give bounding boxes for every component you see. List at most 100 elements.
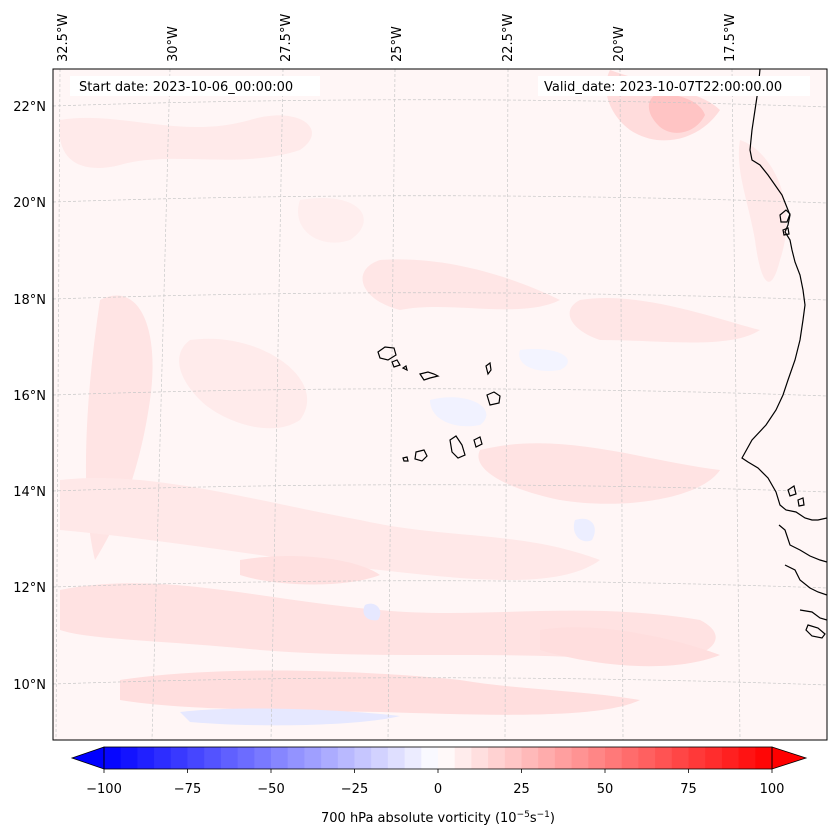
- vorticity-band-negative: [363, 603, 381, 621]
- colorbar-segment: [254, 747, 272, 769]
- colorbar-tick-label: 75: [680, 782, 697, 797]
- vorticity-band-positive: [298, 198, 364, 243]
- vorticity-band-negative: [519, 349, 568, 371]
- africa-coastline: [741, 69, 827, 521]
- colorbar-segment: [671, 747, 690, 769]
- lat-label: 20°N: [13, 196, 46, 211]
- colorbar-tick-label: 0: [434, 782, 442, 797]
- vorticity-band-positive: [738, 140, 787, 282]
- colorbar-segment: [621, 747, 639, 769]
- colorbar-segments: [104, 747, 773, 769]
- colorbar-segment: [488, 747, 506, 769]
- vorticity-band-positive: [362, 259, 560, 310]
- vorticity-band-positive: [60, 478, 600, 580]
- lon-label: 17.5°W: [723, 14, 738, 62]
- colorbar-tick-label: 25: [513, 782, 530, 797]
- vorticity-band-positive: [59, 115, 312, 168]
- colorbar-segment: [738, 747, 756, 769]
- vorticity-field: [59, 70, 787, 726]
- colorbar: −100 −75 −50 −25 0 25 50 75 100 700 hPa …: [70, 746, 808, 826]
- colorbar-segment: [354, 747, 372, 769]
- colorbar-segment: [471, 747, 489, 769]
- vorticity-band-positive: [120, 670, 640, 715]
- vorticity-band-positive: [240, 555, 380, 585]
- cape-verde-sal: [485, 361, 492, 376]
- colorbar-segment: [137, 747, 155, 769]
- lat-label: 14°N: [13, 485, 46, 500]
- cape-verde-sao-vicente: [391, 359, 401, 368]
- vorticity-band-positive: [179, 338, 308, 429]
- graticule: [53, 69, 827, 740]
- cape-verde-boa-vista: [486, 391, 501, 406]
- colorbar-segment: [204, 747, 222, 769]
- colorbar-segment: [154, 747, 172, 769]
- colorbar-ticks: [103, 769, 773, 773]
- cape-verde-santa-luzia: [401, 365, 408, 372]
- valid-date-box: [538, 76, 810, 96]
- vorticity-band-positive: [478, 443, 720, 504]
- colorbar-tick-label: −75: [174, 782, 201, 797]
- lat-label: 10°N: [13, 678, 46, 693]
- colorbar-segment: [688, 747, 706, 769]
- colorbar-title: 700 hPa absolute vorticity (10−5s−1): [321, 810, 555, 826]
- colorbar-segment: [271, 747, 289, 769]
- colorbar-segment: [605, 747, 623, 769]
- colorbar-segment: [655, 747, 673, 769]
- colorbar-segment: [504, 747, 523, 769]
- colorbar-segment: [521, 747, 539, 769]
- colorbar-segment: [705, 747, 723, 769]
- lon-label: 32.5°W: [56, 14, 71, 62]
- cape-verde-santiago: [449, 435, 466, 459]
- colorbar-tick-label: −25: [341, 782, 368, 797]
- vorticity-max-positive: [648, 94, 705, 133]
- colorbar-segment: [337, 747, 356, 769]
- africa-coastline: [778, 524, 827, 563]
- map-panel[interactable]: [53, 69, 827, 740]
- colorbar-segment: [321, 747, 339, 769]
- colorbar-segment: [721, 747, 740, 769]
- vorticity-band-negative: [430, 397, 487, 427]
- lat-label: 12°N: [13, 581, 46, 596]
- lat-label: 16°N: [13, 389, 46, 404]
- colorbar-tick-label: 50: [597, 782, 614, 797]
- island: [787, 485, 797, 497]
- colorbar-segment: [538, 747, 556, 769]
- africa-coastline: [784, 564, 827, 596]
- map-border: [52, 68, 828, 741]
- lon-label: 25°W: [390, 26, 405, 62]
- latitude-labels: 22°N 20°N 18°N 16°N 14°N 12°N 10°N: [13, 100, 46, 693]
- colorbar-tick-label: −50: [257, 782, 284, 797]
- vorticity-band-positive: [569, 297, 760, 343]
- lon-label: 30°W: [166, 26, 181, 62]
- lat-label: 22°N: [13, 100, 46, 115]
- colorbar-tick-label: −100: [86, 782, 122, 797]
- colorbar-segment: [571, 747, 589, 769]
- colorbar-tick-label: 100: [760, 782, 785, 797]
- colorbar-segment: [304, 747, 322, 769]
- vorticity-band-negative: [180, 708, 400, 726]
- lon-label: 27.5°W: [279, 14, 294, 62]
- colorbar-segment: [220, 747, 239, 769]
- longitude-labels: 32.5°W 30°W 27.5°W 25°W 22.5°W 20°W 17.5…: [56, 14, 738, 62]
- colorbar-segment: [120, 747, 138, 769]
- start-date-label: Start date: 2023-10-06_00:00:00: [79, 80, 293, 95]
- start-date-box: [70, 76, 320, 96]
- lat-label: 18°N: [13, 293, 46, 308]
- cape-verde-brava: [402, 456, 409, 462]
- colorbar-extend-high: [771, 746, 808, 770]
- island: [779, 209, 791, 223]
- africa-coastline: [805, 624, 826, 639]
- africa-coastline: [799, 609, 827, 621]
- vorticity-band-positive: [540, 627, 720, 667]
- colorbar-segment: [104, 747, 122, 769]
- cape-verde-maio: [473, 436, 483, 448]
- colorbar-segment: [421, 747, 439, 769]
- colorbar-segment: [187, 747, 205, 769]
- colorbar-segment: [454, 747, 472, 769]
- lon-label: 22.5°W: [501, 14, 516, 62]
- colorbar-segment: [237, 747, 255, 769]
- island: [797, 497, 805, 507]
- lon-label: 20°W: [612, 26, 627, 62]
- colorbar-segment: [438, 747, 456, 769]
- colorbar-segment: [371, 747, 389, 769]
